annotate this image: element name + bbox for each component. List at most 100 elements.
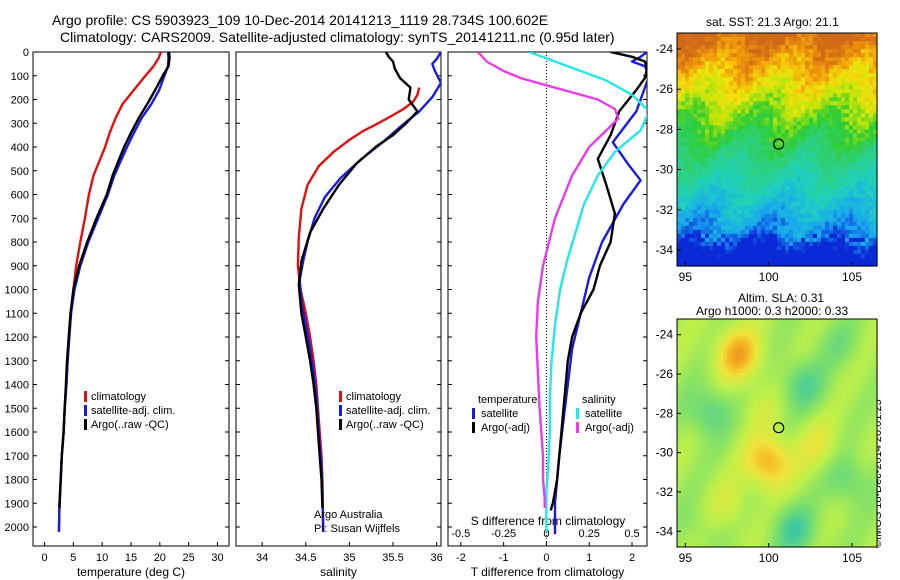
panel-annotation: PI: Susan Wijffels — [314, 523, 400, 535]
depth-tick-label: 1800 — [5, 475, 29, 487]
temperature-panel-xtick-label: 30 — [211, 552, 223, 564]
series-line-t-satellite — [553, 52, 647, 535]
depth-tick-label: 1000 — [5, 285, 29, 297]
depth-tick-label: 1200 — [5, 332, 29, 344]
legend-swatch — [84, 405, 87, 416]
depth-tick-label: 1700 — [5, 451, 29, 463]
salinity-panel-series-group — [296, 52, 441, 532]
sla-map-lat-label: -34 — [656, 524, 674, 538]
salinity-diff-tick-label: 0.25 — [579, 528, 600, 540]
depth-tick-label: 0 — [23, 47, 29, 59]
legend-label: Argo(..raw -QC) — [346, 419, 424, 431]
salinity-diff-tick-label: 0 — [543, 528, 549, 540]
plot-title-line-2: Climatology: CARS2009. Satellite-adjuste… — [60, 29, 615, 45]
sla-map-lat-label: -32 — [656, 485, 674, 499]
panel-annotation: Argo Australia — [314, 509, 383, 521]
legend-label: Argo(..raw -QC) — [91, 419, 169, 431]
sla-map-frame — [676, 318, 878, 548]
depth-tick-label: 800 — [11, 237, 29, 249]
sst-map-lat-label: -34 — [656, 243, 674, 257]
salinity-panel-xtick-label: 36 — [431, 552, 443, 564]
sst-map-cells — [677, 33, 878, 267]
depth-tick-label: 1900 — [5, 498, 29, 510]
series-line-climatology — [296, 87, 421, 532]
temperature-panel-xlabel: temperature (deg C) — [77, 565, 185, 579]
sst-map-title: sat. SST: 21.3 Argo: 21.1 — [706, 15, 839, 29]
legend-swatch — [339, 405, 342, 416]
sst-map-lon-label: 105 — [842, 270, 862, 284]
sla-map-lat-label: -28 — [656, 406, 674, 420]
depth-tick-label: 1400 — [5, 380, 29, 392]
depth-tick-label: 1100 — [5, 308, 29, 320]
salinity-diff-tick-label: 0.5 — [624, 528, 639, 540]
sla-map-cells — [677, 319, 878, 548]
depth-tick-label: 1500 — [5, 403, 29, 415]
depth-tick-label: 200 — [11, 95, 29, 107]
depth-tick-label: 100 — [11, 71, 29, 83]
depth-tick-label: 2000 — [5, 522, 29, 534]
legend-swatch — [576, 408, 579, 419]
legend-swatch — [339, 419, 342, 430]
temperature-panel-xtick-label: 5 — [70, 552, 76, 564]
temperature-panel-xtick-label: 15 — [125, 552, 137, 564]
legend-label: Argo(-adj) — [585, 422, 634, 434]
depth-tick-label: 500 — [11, 166, 29, 178]
difference-panel-xtick-label: 1 — [586, 552, 592, 564]
legend-label: satellite-adj. clim. — [346, 405, 430, 417]
difference-panel-series-group — [477, 52, 647, 535]
temperature-panel-xtick-label: 0 — [41, 552, 47, 564]
difference-panel-xtick-label: 0 — [543, 552, 549, 564]
salinity-panel-frame — [235, 51, 442, 547]
series-line-t-argo-adj- — [549, 52, 647, 511]
series-line-s-satellite — [528, 52, 647, 532]
legend-label: satellite — [481, 408, 518, 420]
sst-map-lat-label: -28 — [656, 122, 674, 136]
depth-tick-label: 700 — [11, 213, 29, 225]
plot-title-line-1: Argo profile: CS 5903923_109 10-Dec-2014… — [52, 12, 549, 28]
salinity-panel-xtick-label: 34 — [256, 552, 268, 564]
sla-map-lon-label: 105 — [842, 551, 862, 565]
legend-group-title: salinity — [582, 394, 616, 406]
sla-map-lon-label: 95 — [679, 551, 693, 565]
sla-map-subtitle: Argo h1000: 0.3 h2000: 0.33 — [696, 304, 849, 318]
argo-float-marker — [773, 422, 785, 434]
sst-map-lon-label: 95 — [679, 270, 693, 284]
salinity-diff-tick-label: -0.5 — [451, 528, 470, 540]
salinity-panel-xtick-label: 35 — [343, 552, 355, 564]
sla-map-lat-label: -24 — [656, 328, 674, 342]
legend-swatch — [84, 391, 87, 402]
temperature-panel-xtick-label: 25 — [183, 552, 195, 564]
legend-swatch — [472, 422, 475, 433]
legend-label: climatology — [346, 391, 402, 403]
temperature-panel-frame — [32, 51, 230, 547]
sst-map-lat-label: -24 — [656, 42, 674, 56]
legend-swatch — [472, 408, 475, 419]
sla-map-title: Altim. SLA: 0.31 — [738, 291, 825, 305]
series-line-argo-raw-qc- — [58, 52, 171, 509]
depth-tick-label: 600 — [11, 190, 29, 202]
legend-swatch — [84, 419, 87, 430]
temperature-panel-xtick-label: 20 — [154, 552, 166, 564]
depth-tick-label: 900 — [11, 261, 29, 273]
legend-label: climatology — [91, 391, 147, 403]
sla-map-lat-label: -26 — [656, 367, 674, 381]
difference-panel-xtick-label: -2 — [456, 552, 466, 564]
difference-panel-xtick-label: -1 — [499, 552, 509, 564]
difference-panel-frame — [447, 51, 648, 547]
series-line-s-argo-adj- — [477, 52, 620, 508]
legend-group-title: temperature — [478, 394, 537, 406]
legend-label: satellite-adj. clim. — [91, 405, 175, 417]
sst-map-lat-label: -32 — [656, 203, 674, 217]
sst-map-lat-label: -26 — [656, 82, 674, 96]
sla-map-lat-label: -30 — [656, 446, 674, 460]
legend-label: satellite — [585, 408, 622, 420]
sst-map-frame — [676, 32, 878, 267]
legend-swatch — [339, 391, 342, 402]
salinity-panel-xtick-label: 35.5 — [382, 552, 403, 564]
difference-panel-xtick-label: 2 — [629, 552, 635, 564]
depth-tick-label: 300 — [11, 118, 29, 130]
series-line-argo-raw-qc- — [297, 52, 419, 509]
salinity-panel-xlabel: salinity — [320, 565, 357, 579]
salinity-diff-label: S difference from climatology — [471, 514, 626, 528]
